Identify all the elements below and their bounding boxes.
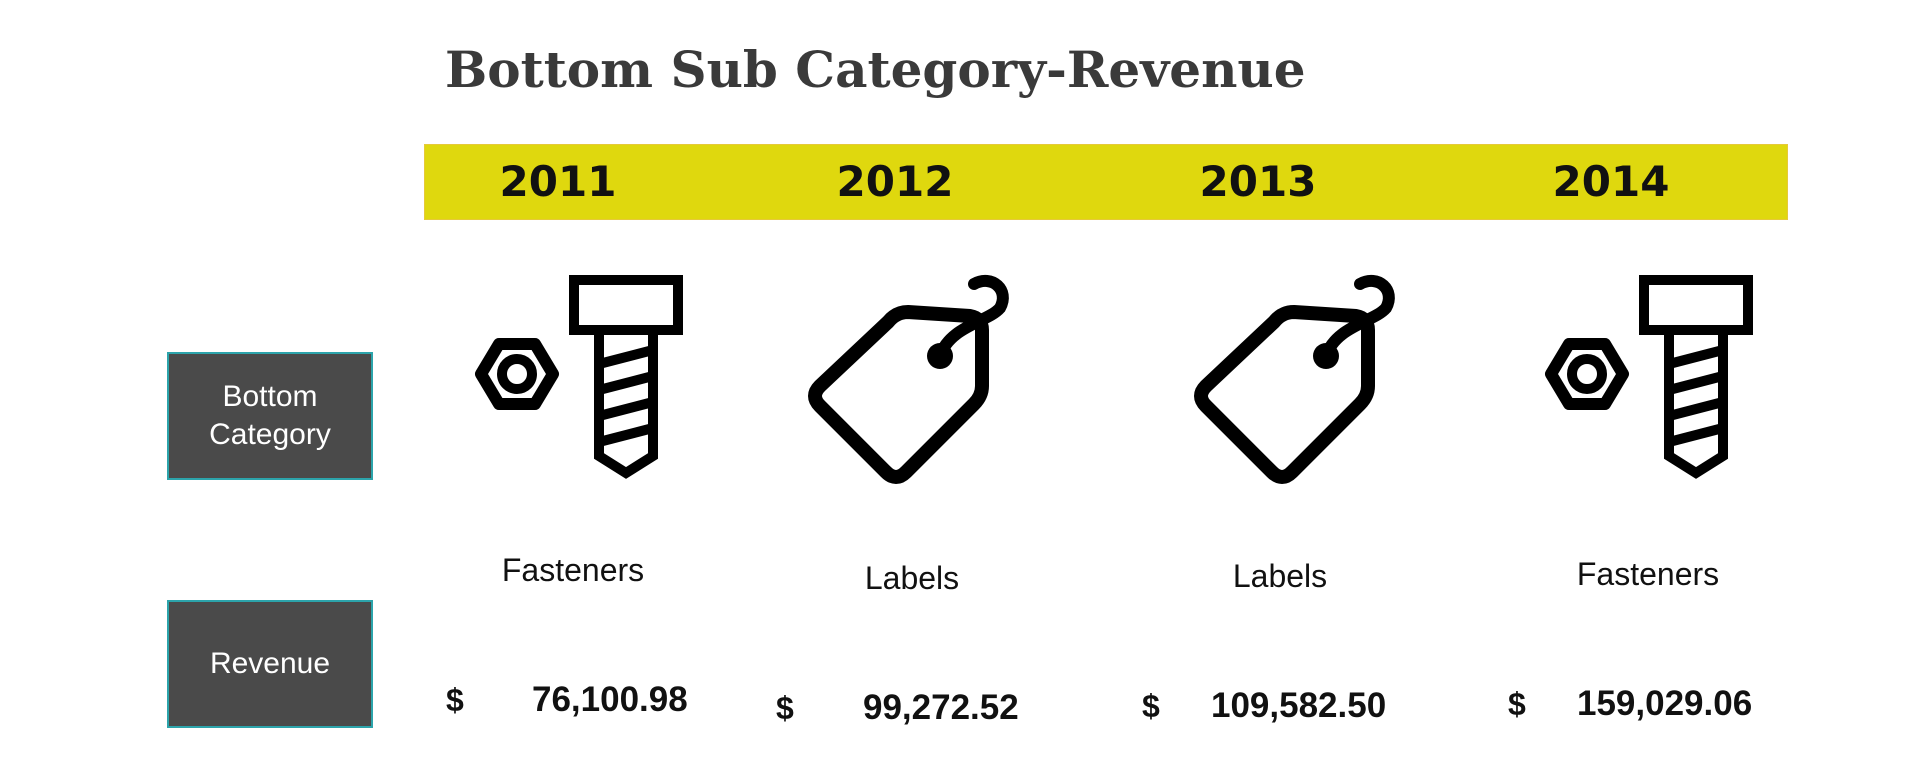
year-2013-label: 2013 [1199,157,1317,206]
currency-symbol-2014: $ [1508,686,1526,722]
price-tag-icon [1194,274,1395,484]
row-label-line-2: Category [209,418,331,451]
row-label-revenue: Revenue [167,600,373,728]
price-tag-icon [808,274,1009,484]
year-2011-label: 2011 [499,157,617,206]
year-header-band: 2011 2012 2013 2014 [424,144,1788,220]
currency-symbol-2011: $ [446,682,464,718]
revenue-value-2012: 99,272.52 [863,688,1019,727]
currency-symbol-2013: $ [1142,688,1160,724]
category-label-2013: Labels [1232,558,1328,594]
category-label-2012: Labels [864,560,960,596]
category-label-2014: Fasteners [1576,556,1720,592]
year-2014-label: 2014 [1552,157,1670,206]
category-label-2011: Fasteners [501,552,645,588]
revenue-value-2011: 76,100.98 [532,680,688,719]
row-label-bottom-category: Bottom Category [167,352,373,480]
row-label-line-1: Bottom [222,380,318,413]
currency-symbol-2012: $ [776,690,794,726]
page-title: Bottom Sub Category-Revenue [445,40,1306,99]
year-2012-label: 2012 [836,157,954,206]
bolt-nut-icon [475,275,683,479]
bolt-nut-icon [1545,275,1753,479]
revenue-value-2013: 109,582.50 [1211,686,1387,725]
revenue-value-2014: 159,029.06 [1577,684,1753,723]
